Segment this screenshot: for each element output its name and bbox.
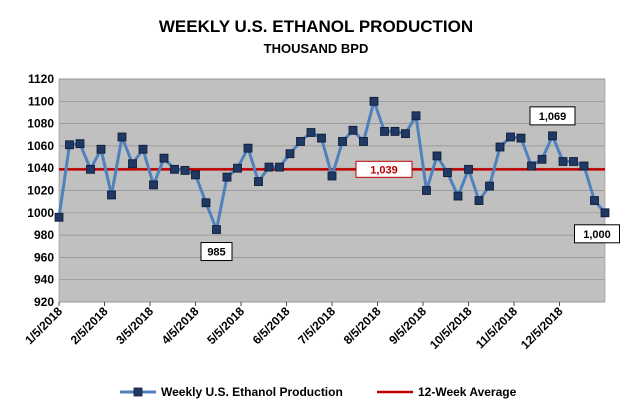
callout-label: 1,069 xyxy=(539,111,567,123)
data-point xyxy=(243,143,253,153)
y-tick-label: 980 xyxy=(34,228,54,242)
y-tick-label: 1080 xyxy=(27,117,54,131)
x-tick-label: 11/5/2018 xyxy=(473,304,520,351)
data-point xyxy=(516,133,526,143)
x-axis: 1/5/2018 2/5/2018 3/5/2018 4/5/2018 5/5/2018… xyxy=(22,302,566,352)
data-point xyxy=(380,127,389,136)
data-point xyxy=(369,96,379,106)
y-tick-label: 1120 xyxy=(28,72,54,86)
data-point xyxy=(191,170,200,180)
data-point xyxy=(254,177,263,186)
data-point xyxy=(527,161,536,171)
data-point xyxy=(86,164,95,174)
data-point xyxy=(537,154,547,164)
data-point xyxy=(306,128,316,137)
callouts: 985 1,069 1,000 xyxy=(200,106,620,262)
y-tick-label: 1000 xyxy=(27,206,54,220)
data-point xyxy=(422,186,431,195)
legend-label-average: 12-Week Average xyxy=(418,385,517,399)
data-point xyxy=(65,140,74,150)
data-point xyxy=(285,149,295,159)
x-tick-label: 10/5/2018 xyxy=(427,304,475,352)
data-point xyxy=(474,196,484,205)
data-point xyxy=(212,225,221,234)
x-tick-label: 4/5/2018 xyxy=(159,304,202,347)
average-label-box xyxy=(355,160,413,178)
data-point xyxy=(558,157,568,166)
y-axis-ticks: 920 940 960 980 1000 1020 1040 1060 1080 1100 1120 xyxy=(27,72,54,309)
data-point xyxy=(590,196,599,205)
data-point xyxy=(170,164,179,174)
data-point xyxy=(96,144,106,154)
data-point xyxy=(485,181,494,191)
data-point xyxy=(180,166,190,175)
y-tick-label: 1060 xyxy=(27,139,54,153)
y-tick-label: 940 xyxy=(34,273,54,287)
x-tick-label: 5/5/2018 xyxy=(204,304,247,347)
data-point xyxy=(159,153,169,163)
data-point xyxy=(338,137,347,146)
callout-box xyxy=(574,224,620,244)
data-point xyxy=(443,168,452,178)
series-group xyxy=(54,96,610,234)
data-point xyxy=(233,163,242,173)
y-tick-label: 1100 xyxy=(28,94,54,108)
x-tick-label: 6/5/2018 xyxy=(250,304,293,347)
average-label: 1,039 xyxy=(370,164,398,176)
x-tick-label: 9/5/2018 xyxy=(386,304,429,347)
x-tick-label: 7/5/2018 xyxy=(295,304,338,347)
legend: Weekly U.S. Ethanol Production 12-Week Av… xyxy=(120,385,517,399)
y-tick-label: 960 xyxy=(34,250,54,264)
data-point xyxy=(464,164,473,174)
data-point xyxy=(569,157,578,166)
chart-title: WEEKLY U.S. ETHANOL PRODUCTION xyxy=(159,17,473,36)
legend-marker-weekly xyxy=(133,387,143,397)
data-point xyxy=(506,132,515,142)
data-point xyxy=(453,191,463,201)
data-point xyxy=(411,111,421,121)
legend-label-weekly: Weekly U.S. Ethanol Production xyxy=(161,385,343,399)
data-point xyxy=(327,171,337,181)
x-tick-label: 1/5/2018 xyxy=(22,304,65,347)
data-point xyxy=(579,161,589,171)
data-point xyxy=(401,129,410,139)
x-tick-label: 2/5/2018 xyxy=(68,304,111,347)
x-tick-label: 12/5/2018 xyxy=(518,304,566,352)
data-point xyxy=(264,162,274,172)
x-tick-label: 8/5/2018 xyxy=(341,304,384,347)
data-point xyxy=(275,162,284,172)
chart-subtitle: THOUSAND BPD xyxy=(264,41,369,56)
data-point xyxy=(296,137,305,146)
data-point xyxy=(117,132,127,142)
y-tick-label: 1040 xyxy=(27,161,54,175)
y-tick-label: 920 xyxy=(34,295,54,309)
data-point xyxy=(128,159,137,169)
data-point xyxy=(75,139,85,149)
data-point xyxy=(359,137,368,146)
data-point xyxy=(222,172,232,182)
data-point xyxy=(54,212,64,222)
y-tick-label: 1020 xyxy=(27,184,54,198)
data-point xyxy=(201,198,211,208)
data-point xyxy=(495,142,505,152)
data-point xyxy=(390,127,400,136)
data-point xyxy=(149,180,158,190)
callout-label: 985 xyxy=(207,247,225,259)
data-point xyxy=(138,144,148,154)
callout-box xyxy=(529,106,576,126)
data-point xyxy=(348,125,358,135)
data-point xyxy=(317,133,326,143)
x-tick-label: 3/5/2018 xyxy=(113,304,156,347)
callout-label: 1,000 xyxy=(583,229,611,241)
data-point xyxy=(548,131,557,141)
data-point xyxy=(107,190,116,200)
callout-box xyxy=(200,242,233,262)
data-point xyxy=(432,151,442,161)
data-point xyxy=(600,208,610,218)
